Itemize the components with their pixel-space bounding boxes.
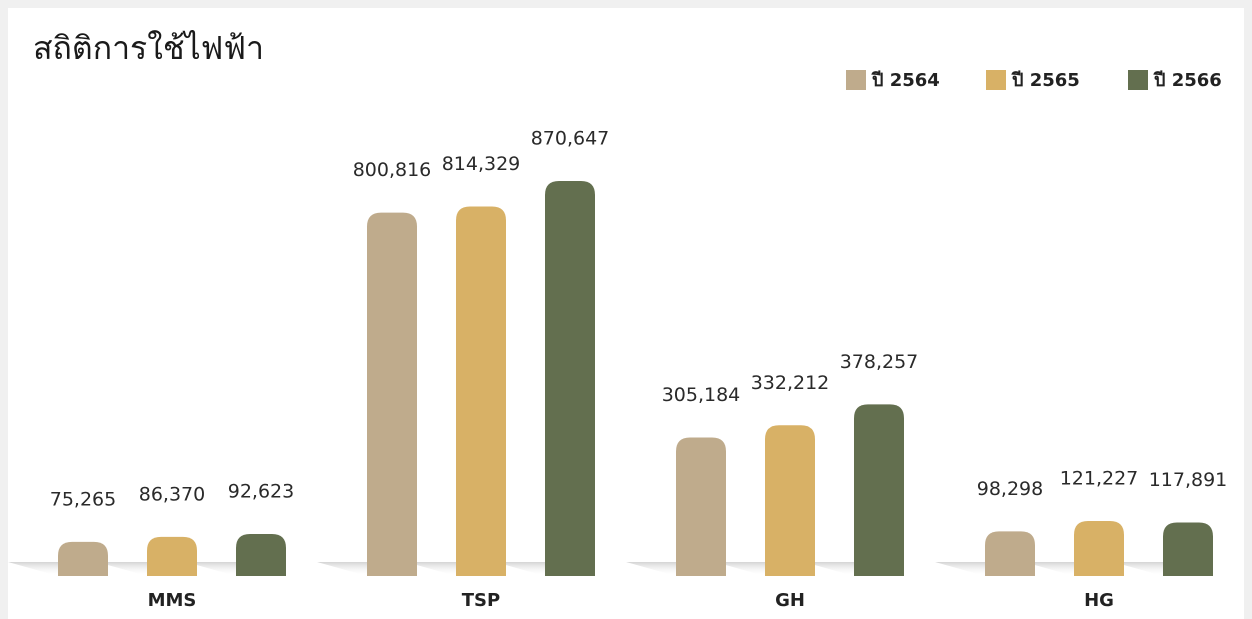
bar: [236, 533, 286, 576]
legend-swatch: [846, 70, 866, 90]
x-tick-label: GH: [775, 590, 805, 611]
bar: [854, 404, 904, 576]
legend-label: ปี 2564: [871, 70, 940, 91]
value-label: 98,298: [977, 478, 1043, 500]
value-label: 86,370: [139, 483, 205, 505]
x-tick-label: HG: [1084, 590, 1114, 611]
value-label: 800,816: [353, 159, 432, 181]
legend-swatch: [986, 70, 1006, 90]
legend-label: ปี 2565: [1011, 70, 1080, 91]
value-label: 870,647: [531, 128, 610, 150]
bar: [765, 425, 815, 576]
panel: [8, 8, 1244, 619]
bar: [545, 181, 595, 576]
value-label: 75,265: [50, 488, 116, 510]
value-label: 332,212: [751, 372, 830, 394]
bar: [58, 541, 108, 576]
chart-title: สถิติการใช้ไฟฟ้า: [33, 29, 264, 67]
x-tick-label: TSP: [462, 590, 500, 611]
bar: [1074, 521, 1124, 576]
bar: [147, 536, 197, 576]
bar: [367, 212, 417, 576]
value-label: 814,329: [442, 153, 521, 175]
value-label: 121,227: [1060, 468, 1139, 490]
value-label: 378,257: [840, 351, 919, 373]
bar: [985, 531, 1035, 576]
value-label: 117,891: [1149, 469, 1228, 491]
legend-label: ปี 2566: [1153, 70, 1222, 91]
x-tick-label: MMS: [148, 590, 197, 611]
bar: [456, 206, 506, 576]
bar: [676, 437, 726, 576]
bar: [1163, 522, 1213, 576]
value-label: 92,623: [228, 480, 294, 502]
value-label: 305,184: [662, 384, 741, 406]
legend-swatch: [1128, 70, 1148, 90]
